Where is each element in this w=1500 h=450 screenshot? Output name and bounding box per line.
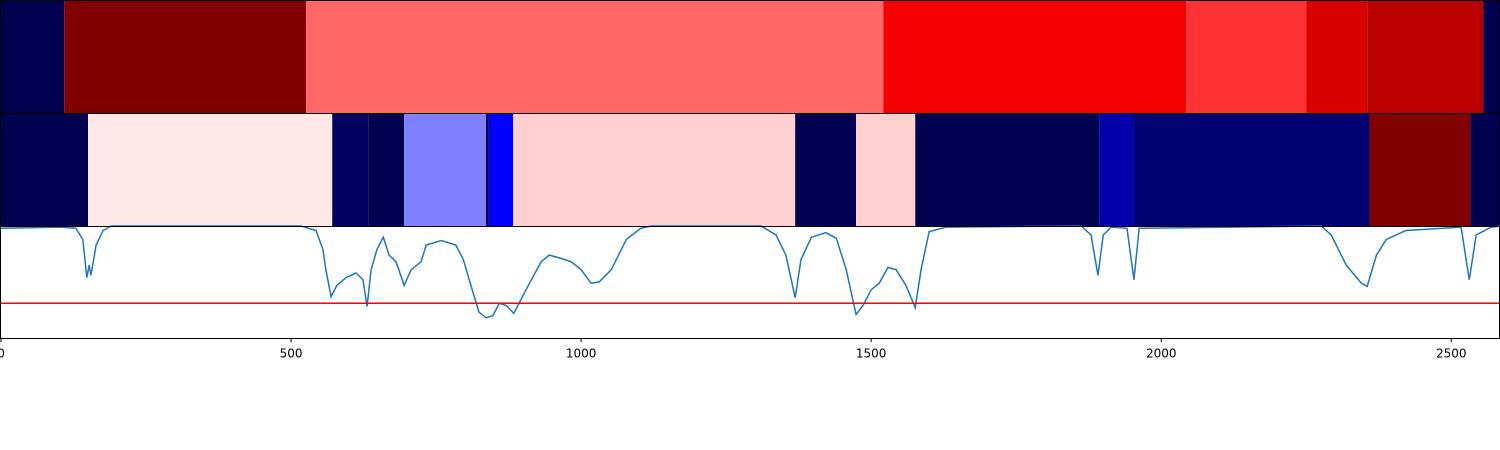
segment [332, 113, 369, 226]
segment [1099, 113, 1134, 226]
segment [1133, 113, 1370, 226]
segment [856, 113, 916, 226]
x-tick-label: 2000 [1146, 347, 1177, 361]
segment [64, 0, 307, 113]
segment [88, 113, 333, 226]
segment [1470, 113, 1500, 226]
segment [883, 0, 1187, 113]
segment [1186, 0, 1307, 113]
x-tick-label: 2500 [1436, 347, 1467, 361]
segment [485, 113, 489, 226]
segment [1, 113, 89, 226]
segment [1483, 0, 1500, 113]
segment [368, 113, 405, 226]
segment [795, 113, 857, 226]
x-tick-label: 1000 [566, 347, 597, 361]
panel-frame [0, 226, 1500, 339]
segment [1367, 0, 1484, 113]
segment [915, 113, 1100, 226]
segment [1306, 0, 1368, 113]
segment [488, 113, 514, 226]
line [0, 225, 1500, 319]
segment [306, 0, 884, 113]
segment [1, 0, 65, 113]
x-tick-label: 500 [280, 347, 303, 361]
segment [513, 113, 796, 226]
segment [404, 113, 486, 226]
segment [1369, 113, 1471, 226]
x-tick-label: 1500 [856, 347, 887, 361]
x-tick-label: 0 [0, 347, 5, 361]
